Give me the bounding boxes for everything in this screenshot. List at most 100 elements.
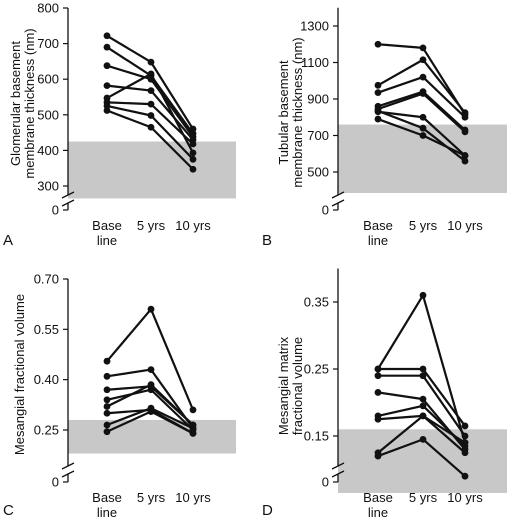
x-tick-label: Base (363, 218, 393, 233)
y-tick-label: 0.70 (34, 272, 59, 287)
x-tick-label: line (368, 505, 388, 520)
data-point (103, 32, 111, 40)
data-point (189, 406, 197, 414)
data-point (419, 132, 427, 139)
data-point (147, 100, 155, 108)
x-tick-label: line (97, 233, 117, 248)
axis-break-mark (331, 470, 345, 478)
data-point (147, 386, 155, 394)
x-tick-label: Base (92, 218, 122, 233)
axis-break-mark (61, 462, 75, 470)
y-tick-label: 900 (307, 92, 329, 107)
data-point (103, 386, 111, 394)
data-point (419, 402, 427, 410)
panel-letter: B (262, 232, 272, 249)
data-point (461, 449, 469, 457)
y-tick-label-zero: 0 (322, 475, 329, 490)
data-point (419, 90, 427, 97)
data-point (103, 107, 111, 114)
y-axis-title: fractional volume (290, 337, 305, 435)
axis-break-mark (61, 470, 75, 478)
x-tick-label: 10 yrs (447, 218, 483, 233)
y-axis-title: membrane thickness (nm) (22, 28, 37, 178)
y-axis-title: membrane thickness (nm) (290, 37, 305, 187)
data-point (103, 409, 111, 417)
data-point (374, 415, 382, 423)
y-tick-label: 0.35 (304, 295, 329, 310)
y-tick-label: 1100 (301, 55, 329, 70)
x-tick-label: 5 yrs (409, 490, 438, 505)
data-point (103, 82, 111, 90)
x-tick-label: 10 yrs (175, 490, 211, 505)
data-point (461, 113, 469, 121)
data-point (374, 115, 382, 123)
data-point (374, 40, 382, 48)
y-tick-label-zero: 0 (52, 475, 59, 490)
x-tick-label: Base (92, 490, 122, 505)
series-line (106, 308, 195, 411)
data-point (147, 305, 155, 313)
data-point (103, 428, 111, 436)
data-point (189, 140, 197, 148)
data-point (419, 124, 427, 132)
panel-letter: A (3, 232, 13, 249)
data-point (147, 70, 155, 78)
data-point (374, 107, 382, 115)
y-tick-label: 700 (307, 128, 329, 143)
data-point (189, 155, 197, 163)
data-point (374, 365, 382, 373)
data-point (103, 421, 111, 429)
normal-range-band (68, 419, 236, 454)
data-point (147, 381, 155, 389)
data-point (419, 73, 427, 81)
data-point (189, 424, 197, 432)
data-point (147, 58, 155, 66)
data-point (419, 395, 427, 403)
data-point (189, 429, 197, 437)
x-tick-label: line (97, 505, 117, 520)
data-point (461, 128, 469, 136)
y-tick-label: 0.25 (304, 362, 329, 377)
y-tick-label: 300 (37, 179, 59, 194)
data-point (419, 412, 427, 420)
y-tick-label: 500 (307, 165, 329, 180)
data-point (419, 435, 427, 443)
data-point (419, 291, 427, 299)
x-tick-label: 5 yrs (137, 218, 166, 233)
axis-break-mark (61, 199, 75, 207)
data-point (374, 372, 382, 380)
data-point (461, 152, 469, 159)
data-point (103, 372, 111, 380)
y-tick-label: 800 (37, 1, 59, 16)
data-point (374, 452, 382, 460)
data-point (147, 123, 155, 131)
data-point (419, 113, 427, 121)
data-point (374, 89, 382, 97)
data-point (189, 149, 197, 157)
x-tick-label: Base (363, 490, 393, 505)
y-tick-label: 0.55 (34, 322, 59, 337)
y-axis-title: Tubular basement (276, 60, 291, 165)
axis-break-mark (331, 191, 345, 199)
x-tick-label: 10 yrs (175, 218, 211, 233)
y-tick-label: 1300 (300, 19, 329, 34)
data-point (461, 439, 469, 447)
normal-range-band (68, 141, 236, 199)
y-tick-label: 500 (37, 107, 59, 122)
data-point (419, 372, 427, 380)
x-tick-label: 5 yrs (409, 218, 438, 233)
data-point (103, 43, 111, 51)
x-tick-label: line (368, 233, 388, 248)
data-point (147, 366, 155, 373)
data-point (103, 396, 111, 404)
y-tick-label: 700 (37, 36, 59, 51)
panel-letter: D (262, 502, 273, 519)
y-axis-title: Mesangial matrix (276, 336, 291, 435)
data-point (374, 389, 382, 396)
data-point (461, 472, 469, 480)
axis-break-mark (331, 462, 345, 470)
y-tick-label: 600 (37, 72, 59, 87)
data-point (419, 365, 427, 373)
data-point (103, 403, 111, 410)
